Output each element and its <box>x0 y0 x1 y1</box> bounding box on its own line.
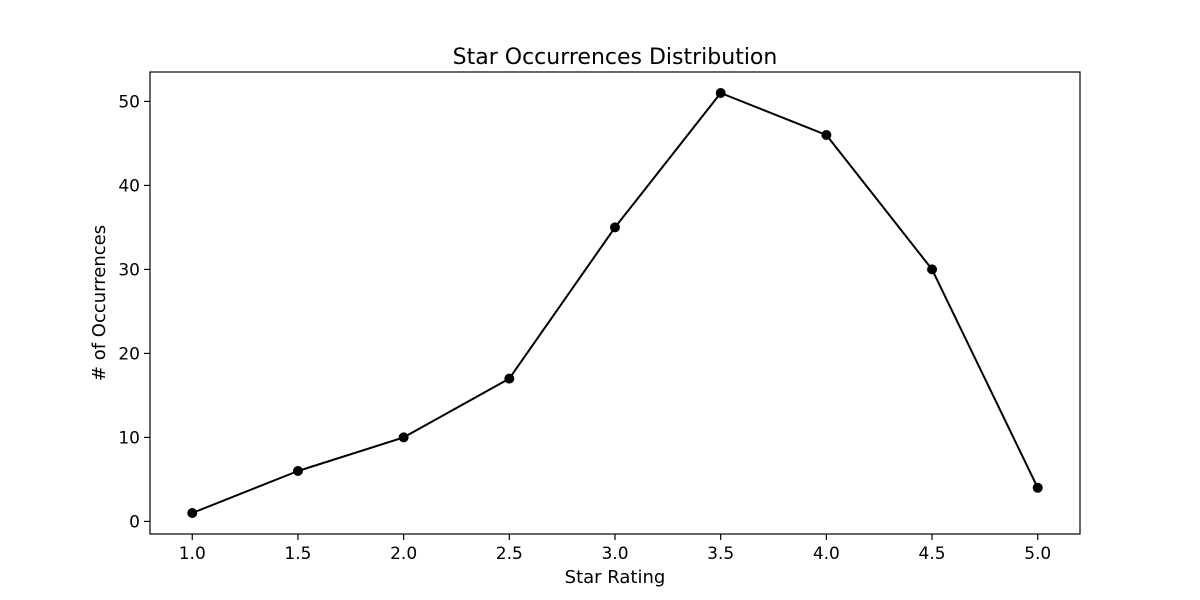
y-tick-label: 30 <box>118 260 140 280</box>
x-tick-label: 2.0 <box>390 544 417 564</box>
y-tick-label: 20 <box>118 344 140 364</box>
x-axis-label: Star Rating <box>565 567 666 588</box>
data-point <box>398 432 409 443</box>
series-layer <box>187 88 1043 518</box>
x-tick-label: 4.0 <box>813 544 840 564</box>
data-point <box>187 508 198 518</box>
y-tick-label: 40 <box>118 176 140 196</box>
plot-area-frame <box>149 71 1081 535</box>
data-point <box>1032 482 1043 493</box>
data-point <box>504 373 515 384</box>
y-tick-label: 10 <box>118 428 140 448</box>
x-tick-label: 3.5 <box>707 544 734 564</box>
data-point <box>821 130 832 140</box>
x-tick-label: 1.5 <box>284 544 311 564</box>
x-tick-label: 4.5 <box>919 544 946 564</box>
x-tick-label: 3.0 <box>601 544 628 564</box>
chart-title: Star Occurrences Distribution <box>453 45 778 70</box>
series-line <box>191 92 1039 514</box>
data-point <box>715 88 726 98</box>
x-tick-label: 1.0 <box>179 544 206 564</box>
axis-ticks: 1.0 1.5 2.0 2.5 3.0 3.5 4.0 4.5 5.0 0 10 20 30 40 50 <box>118 92 1051 564</box>
x-tick-label: 2.5 <box>496 544 523 564</box>
data-point <box>610 222 620 233</box>
x-tick-label: 5.0 <box>1024 544 1051 564</box>
y-tick-label: 0 <box>129 512 140 532</box>
y-axis-label: # of Occurrences <box>89 225 110 381</box>
y-tick-label: 50 <box>118 92 140 112</box>
data-point <box>292 466 303 476</box>
data-point <box>927 264 938 275</box>
